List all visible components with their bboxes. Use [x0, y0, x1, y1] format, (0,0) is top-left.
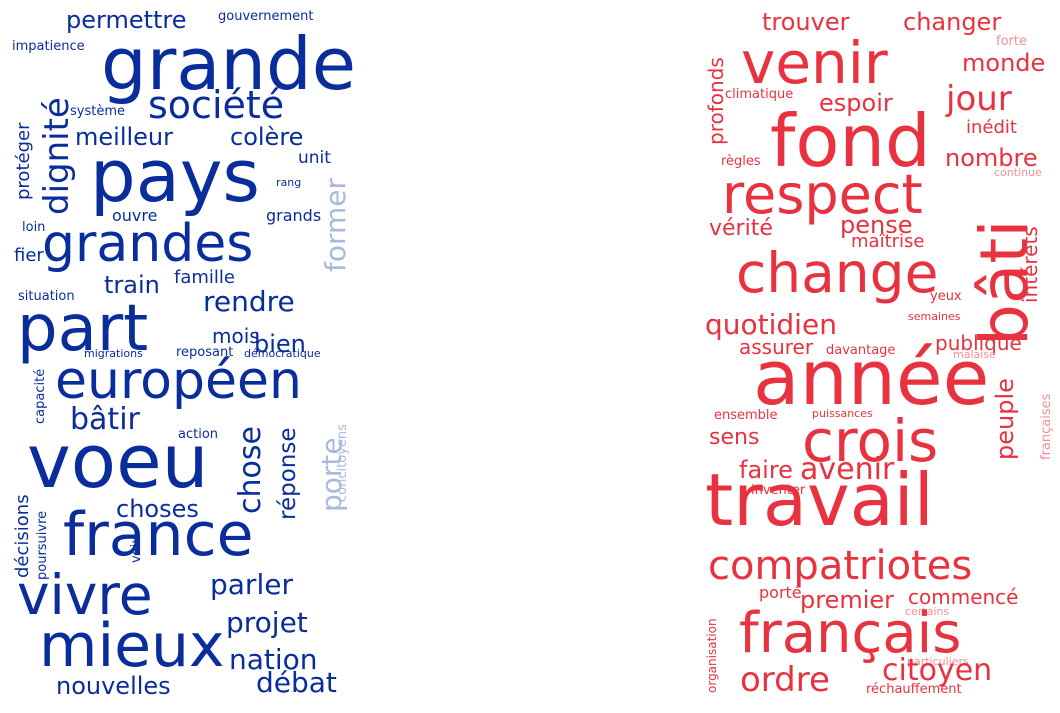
word-sens: sens: [709, 425, 760, 450]
word-maitrise: maîtrise: [851, 231, 925, 252]
word-publique: publique: [935, 331, 1022, 355]
word-jour: jour: [946, 79, 1012, 119]
word-citoyen: citoyen: [882, 653, 993, 688]
word-capacite: capacité: [33, 368, 48, 424]
word-pays: pays: [90, 134, 260, 218]
word-profonds: profonds: [704, 57, 728, 145]
word-grande: grande: [101, 22, 357, 106]
word-democratique: démocratique: [244, 347, 321, 360]
word-mieux: mieux: [39, 611, 225, 681]
word-loin: loin: [22, 220, 46, 235]
word-trouver: trouver: [762, 8, 850, 36]
word-regles: règles: [721, 154, 761, 169]
word-meilleur: meilleur: [75, 123, 173, 151]
word-commence: commencé: [908, 585, 1019, 609]
word-puissances: puissances: [812, 407, 873, 420]
word-climatique: climatique: [725, 87, 794, 102]
word-bien: bien: [254, 330, 306, 358]
word-unit: unit: [298, 148, 331, 168]
word-travail: travail: [705, 458, 934, 542]
word-respect: respect: [722, 163, 923, 226]
word-francais: français: [739, 601, 962, 666]
word-part: part: [17, 292, 149, 366]
word-france: france: [63, 500, 254, 570]
word-concitoyens: concitoyens: [335, 424, 350, 502]
word-europeen: européen: [55, 351, 302, 411]
word-organisation: organisation: [705, 618, 719, 693]
word-nombre: nombre: [945, 144, 1038, 172]
word-impatience: impatience: [12, 39, 85, 54]
word-forte: forte: [996, 34, 1027, 49]
word-rechauffement: réchauffement: [866, 682, 962, 697]
word-certains: certains: [905, 605, 950, 618]
word-porte: porté: [759, 583, 802, 602]
word-semaines: semaines: [908, 310, 961, 323]
word-former: former: [319, 177, 352, 272]
word-dignite: dignité: [37, 97, 77, 215]
word-reposant: reposant: [176, 345, 234, 360]
word-compatriotes: compatriotes: [708, 543, 973, 589]
word-continue: continue: [994, 166, 1042, 179]
word-ensemble: ensemble: [714, 408, 778, 423]
word-reponse: réponse: [275, 427, 301, 520]
word-espoir: espoir: [819, 89, 893, 117]
word-fond: fond: [770, 99, 931, 183]
word-malaise: malaise: [953, 348, 996, 361]
word-projet: projet: [226, 606, 308, 639]
word-nouvelles: nouvelles: [56, 672, 171, 700]
word-pense: pense: [840, 211, 913, 239]
word-batir: bâtir: [70, 402, 140, 437]
word-davantage: davantage: [826, 343, 896, 358]
word-fier: fier: [14, 245, 44, 266]
word-cloud-right: trouver changer forte profonds venir monde cli…: [700, 0, 1060, 713]
word-crois: crois: [802, 407, 939, 475]
word-societe: société: [148, 83, 285, 127]
word-annee: année: [753, 333, 990, 422]
word-rang: rang: [276, 176, 302, 189]
word-train: train: [104, 271, 160, 299]
word-particuliers: particuliers: [907, 655, 969, 668]
word-cloud-left: permettre gouvernement impatience grande dig…: [0, 0, 360, 713]
word-action: action: [178, 427, 219, 442]
word-parler: parler: [210, 568, 293, 601]
word-vivre: vivre: [17, 563, 153, 627]
word-grandes: grandes: [42, 214, 254, 274]
word-colere: colère: [230, 123, 304, 151]
word-nation: nation: [229, 643, 318, 676]
word-monde: monde: [962, 49, 1046, 77]
word-inedit: inédit: [966, 117, 1017, 138]
word-grands: grands: [266, 206, 322, 225]
word-migrations: migrations: [84, 347, 143, 360]
word-quotidien: quotidien: [705, 308, 837, 341]
word-inventer: inventer: [751, 483, 806, 498]
word-yeux: yeux: [930, 289, 962, 304]
word-faire: faire: [739, 456, 793, 484]
word-ordre: ordre: [740, 660, 830, 700]
word-francaises: françaises: [1039, 393, 1054, 460]
word-rendre: rendre: [203, 285, 295, 318]
word-assurer: assurer: [739, 335, 814, 359]
word-famille: famille: [174, 267, 235, 288]
word-situation: situation: [18, 289, 75, 304]
word-avenir: avenir: [800, 452, 895, 487]
word-venir: venir: [741, 29, 888, 97]
word-change: change: [736, 241, 939, 305]
word-systeme: système: [70, 104, 125, 119]
word-peuple: peuple: [991, 378, 1019, 460]
word-proteger: protéger: [13, 122, 34, 200]
word-voeu: voeu: [27, 419, 209, 505]
word-bati: bâti: [966, 219, 1043, 346]
word-premier: premier: [800, 586, 895, 614]
word-verite: vérité: [709, 216, 773, 241]
word-gouvernement: gouvernement: [218, 9, 314, 24]
word-changer: changer: [903, 8, 1002, 36]
word-choses: choses: [116, 495, 199, 523]
word-debat: débat: [256, 666, 337, 699]
word-ouvre: ouvre: [112, 206, 158, 225]
word-permettre: permettre: [66, 6, 187, 34]
word-mois: mois: [212, 324, 260, 348]
